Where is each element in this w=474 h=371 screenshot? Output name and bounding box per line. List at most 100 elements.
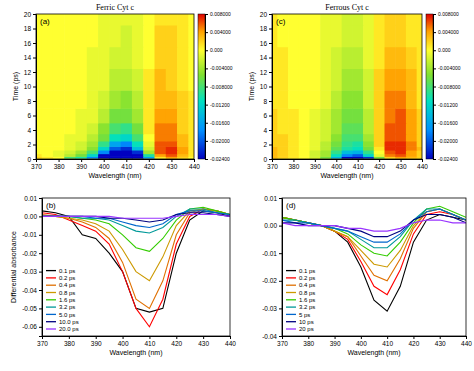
tick-label: 18 xyxy=(24,25,32,32)
heatmap-cell xyxy=(320,123,331,134)
tick-label: 10 xyxy=(260,83,268,90)
heatmap-cell xyxy=(177,150,189,154)
x-axis-title: Wavelength (nm) xyxy=(88,172,141,180)
heatmap-cell xyxy=(374,123,385,134)
tick: 430 xyxy=(435,336,446,347)
heatmap-cell xyxy=(121,123,133,134)
tick: 420 xyxy=(171,336,182,347)
heatmap-cell xyxy=(395,134,406,142)
tick: 18 xyxy=(24,25,36,32)
x-axis: 370380390400410420430440 xyxy=(31,159,200,170)
tick: 0.008000 xyxy=(433,11,459,17)
heatmap-cell xyxy=(310,134,321,142)
legend-label: 0.8 ps xyxy=(59,290,75,296)
heatmap-cell xyxy=(374,14,385,25)
tick-mark xyxy=(205,123,208,124)
panel-label: (c) xyxy=(276,17,286,26)
legend-swatch xyxy=(46,328,56,329)
heatmap-cell xyxy=(352,68,363,90)
tick-label: 16 xyxy=(260,40,268,47)
tick-label: 0.004000 xyxy=(438,29,459,35)
tick: 0.008000 xyxy=(205,11,231,17)
heatmap-cell xyxy=(76,141,88,147)
heatmap-cell xyxy=(363,90,374,109)
heatmap-cell xyxy=(121,141,133,147)
tick-mark xyxy=(269,130,272,131)
tick-mark xyxy=(33,145,36,146)
heatmap-cell xyxy=(320,14,331,25)
tick: 0.00 xyxy=(24,213,42,220)
heatmap-cell xyxy=(417,25,422,47)
x-axis-title: Wavelength (nm) xyxy=(347,349,400,357)
heatmap-cell xyxy=(363,141,374,147)
y-axis: -0.06-0.05-0.04-0.03-0.02-0.010.000.01 xyxy=(22,195,42,337)
heatmap-cell xyxy=(143,108,155,123)
tick-mark xyxy=(433,14,436,15)
heatmap-cell xyxy=(132,146,144,150)
tick-label: 430 xyxy=(396,163,407,170)
heatmap-cell xyxy=(188,68,194,90)
tick-label: 0.00 xyxy=(264,222,277,229)
panel: 0.1 ps0.2 ps0.4 ps0.8 ps1.6 ps3.2 ps5 ps… xyxy=(262,195,472,357)
tick-mark xyxy=(269,116,272,117)
heatmap-cell xyxy=(385,141,396,147)
tick-label: 4 xyxy=(263,127,267,134)
heatmap-cell xyxy=(320,141,331,147)
heatmap-cell xyxy=(288,47,299,69)
colorbar-axis: 0.0080000.0040000.000-0.004000-0.008000-… xyxy=(433,11,461,162)
tick-label: 390 xyxy=(310,163,321,170)
tick-label: 430 xyxy=(435,340,446,347)
heatmap-cell xyxy=(166,14,178,25)
y-axis: 02468101214161820 xyxy=(260,11,273,163)
tick-mark xyxy=(279,281,282,282)
heatmap-cell xyxy=(310,47,321,69)
legend-label: 1.6 ps xyxy=(299,297,315,303)
tick-label: -0.02 xyxy=(22,250,37,257)
heatmap-cell xyxy=(42,141,54,147)
legend-label: 5 ps xyxy=(299,312,310,318)
y-axis-title: Time (ps) xyxy=(12,72,20,101)
heatmap-cell xyxy=(406,134,417,142)
heatmap-cell xyxy=(109,68,121,90)
tick-mark xyxy=(33,43,36,44)
heatmap-cell xyxy=(299,25,310,47)
tick-mark xyxy=(96,336,97,339)
heatmap-cell xyxy=(277,141,288,147)
heatmap-cell xyxy=(417,123,422,134)
tick: 6 xyxy=(27,112,36,119)
tick-label: 0 xyxy=(27,156,31,163)
heatmap-cell xyxy=(109,14,121,25)
legend-swatch xyxy=(286,314,296,315)
heatmap-cell xyxy=(64,108,76,123)
tick-mark xyxy=(205,50,208,51)
tick: -0.004000 xyxy=(433,65,461,71)
tick-mark xyxy=(39,198,42,199)
heatmap-cell xyxy=(385,134,396,142)
heatmap-cell xyxy=(64,14,76,25)
tick-mark xyxy=(33,130,36,131)
tick-mark xyxy=(33,58,36,59)
series-line xyxy=(42,207,230,251)
heatmap-cell xyxy=(188,150,194,154)
tick-mark xyxy=(433,141,436,142)
heatmap-cell xyxy=(42,90,54,109)
heatmap-cell xyxy=(277,25,288,47)
heatmap-cell xyxy=(132,141,144,147)
heatmap-cell xyxy=(64,146,76,150)
tick-mark xyxy=(269,87,272,88)
heatmap-cell xyxy=(288,108,299,123)
tick-mark xyxy=(176,336,177,339)
tick-label: -0.01600 xyxy=(210,120,230,126)
heatmap-cell xyxy=(166,134,178,142)
heatmap-cell xyxy=(76,90,88,109)
tick: -0.02000 xyxy=(205,138,230,144)
tick-label: -0.01200 xyxy=(438,102,458,108)
heatmap-cell xyxy=(87,25,99,47)
heatmap-cell xyxy=(177,134,189,142)
panel-label: (a) xyxy=(40,17,50,26)
heatmap-cell xyxy=(288,25,299,47)
tick-mark xyxy=(279,198,282,199)
heatmap-cell xyxy=(166,146,178,150)
heatmap-cell xyxy=(299,134,310,142)
heatmap-cell xyxy=(42,150,54,154)
